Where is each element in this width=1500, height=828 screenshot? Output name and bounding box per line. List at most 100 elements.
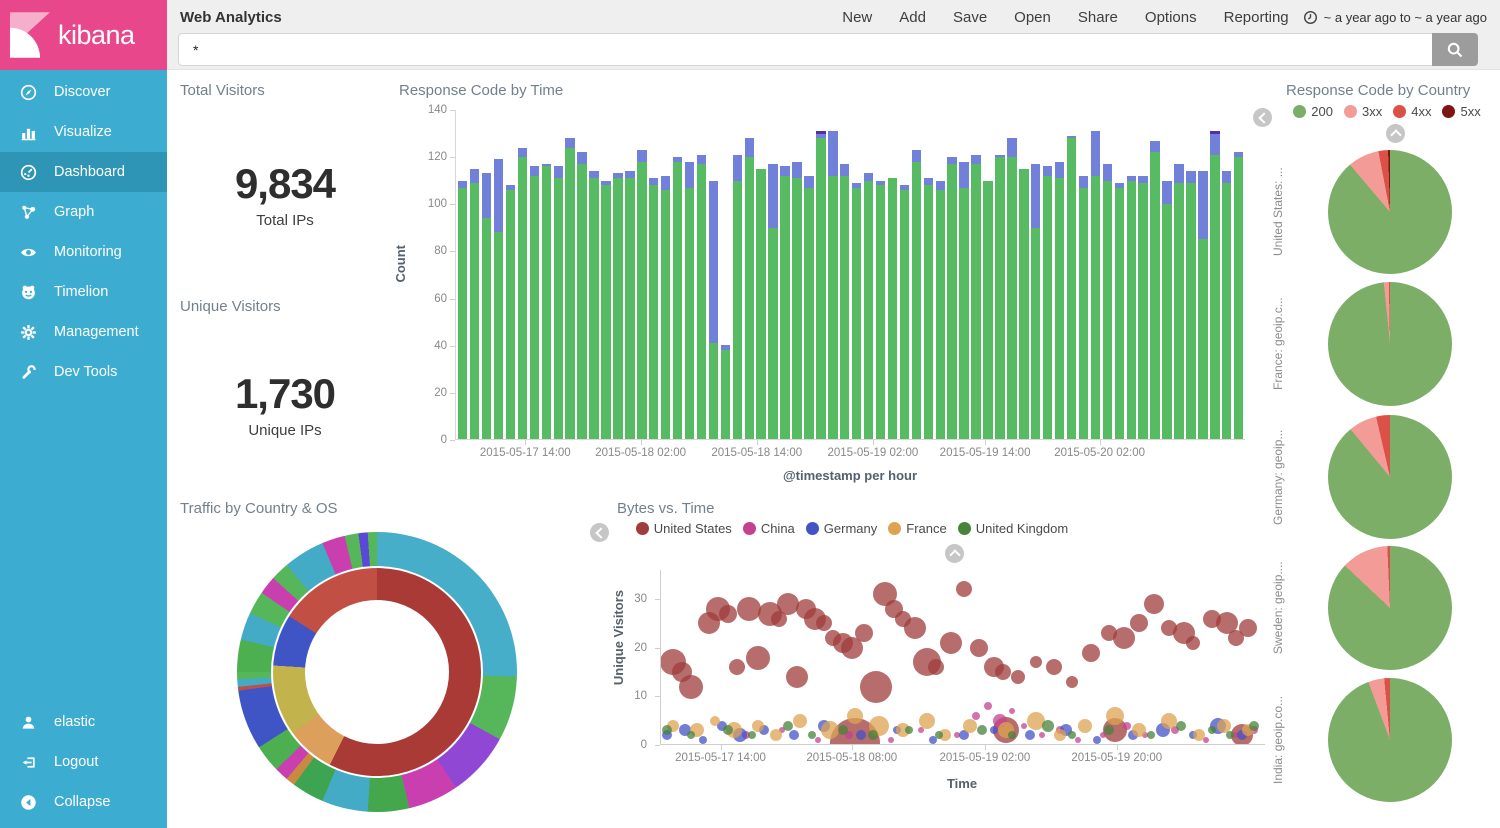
- bar[interactable]: [1174, 110, 1183, 439]
- scatter-collapse-up-chevron-icon[interactable]: [945, 544, 964, 563]
- bubble-united-kingdom[interactable]: [687, 731, 695, 739]
- bar[interactable]: [1103, 110, 1112, 439]
- bar[interactable]: [1091, 110, 1100, 439]
- bubble-france[interactable]: [963, 719, 977, 733]
- bubble-united-states[interactable]: [904, 617, 926, 639]
- bubble-germany[interactable]: [699, 736, 707, 744]
- sidebar-item-logout[interactable]: Logout: [0, 742, 167, 782]
- bubble-united-states[interactable]: [995, 664, 1011, 680]
- bar[interactable]: [661, 110, 670, 439]
- search-button[interactable]: [1432, 33, 1478, 66]
- bar[interactable]: [852, 110, 861, 439]
- bar[interactable]: [1127, 110, 1136, 439]
- bar[interactable]: [1115, 110, 1124, 439]
- bubble-france[interactable]: [752, 720, 764, 732]
- bar[interactable]: [637, 110, 646, 439]
- bubble-france[interactable]: [919, 713, 935, 729]
- legend-item-200[interactable]: 200: [1293, 104, 1333, 119]
- bar[interactable]: [1186, 110, 1195, 439]
- bar[interactable]: [697, 110, 706, 439]
- bar[interactable]: [1079, 110, 1088, 439]
- bar[interactable]: [625, 110, 634, 439]
- bar[interactable]: [947, 110, 956, 439]
- bar[interactable]: [792, 110, 801, 439]
- pie-chart[interactable]: [1328, 415, 1452, 539]
- bar[interactable]: [900, 110, 909, 439]
- bubble-united-states[interactable]: [1130, 614, 1148, 632]
- bar[interactable]: [470, 110, 479, 439]
- bar[interactable]: [1067, 110, 1076, 439]
- sidebar-item-management[interactable]: Management: [0, 312, 167, 352]
- bar[interactable]: [983, 110, 992, 439]
- legend-item-3xx[interactable]: 3xx: [1344, 104, 1382, 119]
- bar[interactable]: [530, 110, 539, 439]
- bubble-france[interactable]: [770, 729, 782, 741]
- sidebar-item-monitoring[interactable]: Monitoring: [0, 232, 167, 272]
- bar[interactable]: [709, 110, 718, 439]
- bar[interactable]: [840, 110, 849, 439]
- bar[interactable]: [482, 110, 491, 439]
- bubble-united-kingdom[interactable]: [1208, 726, 1216, 734]
- bubble-united-states[interactable]: [719, 605, 737, 623]
- bar[interactable]: [1019, 110, 1028, 439]
- sidebar-item-collapse[interactable]: Collapse: [0, 782, 167, 822]
- bubble-china[interactable]: [1021, 723, 1027, 729]
- bubble-united-states[interactable]: [1046, 659, 1062, 675]
- bar[interactable]: [1007, 110, 1016, 439]
- bubble-germany[interactable]: [856, 730, 866, 740]
- bubble-china[interactable]: [984, 702, 992, 710]
- bar[interactable]: [995, 110, 1004, 439]
- bubble-united-kingdom[interactable]: [1147, 731, 1155, 739]
- bubble-united-states[interactable]: [956, 581, 972, 597]
- pie-chart[interactable]: [1328, 546, 1452, 670]
- bar[interactable]: [1162, 110, 1171, 439]
- panel-collapse-left-chevron-icon[interactable]: [1253, 108, 1272, 127]
- legend-item-4xx[interactable]: 4xx: [1393, 104, 1431, 119]
- time-picker[interactable]: ~ a year ago to ~ a year ago: [1303, 10, 1487, 25]
- scatter-collapse-left-chevron-icon[interactable]: [590, 523, 609, 542]
- bar[interactable]: [1210, 110, 1219, 439]
- bar[interactable]: [458, 110, 467, 439]
- bar[interactable]: [1150, 110, 1159, 439]
- bubble-united-states[interactable]: [855, 624, 873, 642]
- bar[interactable]: [959, 110, 968, 439]
- menu-open[interactable]: Open: [1014, 9, 1051, 26]
- bar[interactable]: [888, 110, 897, 439]
- bar[interactable]: [506, 110, 515, 439]
- bubble-united-states[interactable]: [786, 666, 808, 688]
- legend-item-france[interactable]: France: [888, 521, 946, 536]
- bubble-united-states[interactable]: [860, 671, 892, 703]
- bar[interactable]: [1043, 110, 1052, 439]
- pie-chart[interactable]: [1328, 282, 1452, 406]
- sidebar-item-dashboard[interactable]: Dashboard: [0, 152, 167, 192]
- bubble-united-states[interactable]: [729, 659, 745, 675]
- bar[interactable]: [554, 110, 563, 439]
- bubble-united-states[interactable]: [679, 675, 703, 699]
- bar[interactable]: [768, 110, 777, 439]
- bar[interactable]: [565, 110, 574, 439]
- bar[interactable]: [912, 110, 921, 439]
- bar[interactable]: [577, 110, 586, 439]
- bubble-united-kingdom[interactable]: [1226, 731, 1234, 739]
- bubble-united-kingdom[interactable]: [748, 731, 756, 739]
- bar[interactable]: [1138, 110, 1147, 439]
- bubble-united-states[interactable]: [1186, 636, 1200, 650]
- bubble-united-states[interactable]: [1082, 644, 1100, 662]
- bubble-france[interactable]: [847, 708, 863, 724]
- bubble-united-kingdom[interactable]: [1042, 720, 1054, 732]
- bar[interactable]: [721, 110, 730, 439]
- bubble-united-states[interactable]: [940, 632, 962, 654]
- bar[interactable]: [733, 110, 742, 439]
- traffic-sunburst-chart[interactable]: [237, 532, 517, 812]
- bubble-united-kingdom[interactable]: [905, 726, 913, 734]
- bubble-united-states[interactable]: [1239, 619, 1257, 637]
- bar[interactable]: [1222, 110, 1231, 439]
- bubble-united-states[interactable]: [1011, 670, 1025, 684]
- bar[interactable]: [971, 110, 980, 439]
- bubble-germany[interactable]: [1025, 730, 1035, 740]
- sidebar-item-dev-tools[interactable]: Dev Tools: [0, 352, 167, 392]
- bar[interactable]: [542, 110, 551, 439]
- bubble-france[interactable]: [1078, 719, 1092, 733]
- bar[interactable]: [601, 110, 610, 439]
- bar[interactable]: [1031, 110, 1040, 439]
